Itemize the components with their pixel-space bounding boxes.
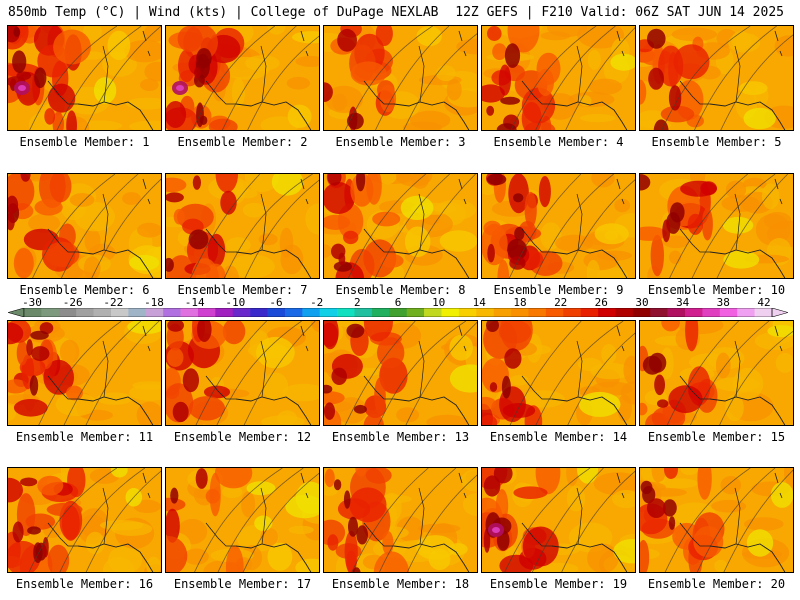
colorbar-tick: -10 <box>225 296 246 309</box>
colorbar-tick: -2 <box>310 296 324 309</box>
ensemble-member-map <box>639 25 794 131</box>
colorbar-tick: -18 <box>144 296 164 309</box>
ensemble-member-label: Ensemble Member: 19 <box>489 577 628 591</box>
ensemble-member-map <box>481 320 636 426</box>
colorbar-tick: 38 <box>716 296 730 309</box>
ensemble-member-map <box>165 320 320 426</box>
temperature-colorbar <box>8 308 788 317</box>
ensemble-member-map <box>323 467 478 573</box>
ensemble-member-label: Ensemble Member: 11 <box>15 430 154 444</box>
ensemble-member-map <box>639 173 794 279</box>
ensemble-member-label: Ensemble Member: 2 <box>177 135 308 149</box>
ensemble-member-map <box>323 320 478 426</box>
ensemble-member-map <box>165 467 320 573</box>
ensemble-member-map <box>481 173 636 279</box>
colorbar-tick: 34 <box>676 296 690 309</box>
ensemble-member-label: Ensemble Member: 20 <box>647 577 786 591</box>
ensemble-member-label: Ensemble Member: 10 <box>647 283 786 297</box>
run-valid-time: 12Z GEFS | F210 Valid: 06Z SAT JUN 14 20… <box>455 5 784 20</box>
ensemble-member-label: Ensemble Member: 15 <box>647 430 786 444</box>
colorbar-tick: 10 <box>432 296 446 309</box>
colorbar-tick: 42 <box>757 296 771 309</box>
ensemble-member-map <box>639 467 794 573</box>
ensemble-member-map <box>7 173 162 279</box>
ensemble-member-label: Ensemble Member: 18 <box>331 577 470 591</box>
ensemble-member-map <box>323 173 478 279</box>
ensemble-member-label: Ensemble Member: 16 <box>15 577 154 591</box>
ensemble-member-label: Ensemble Member: 7 <box>177 283 308 297</box>
colorbar-tick: 6 <box>394 296 402 309</box>
ensemble-member-label: Ensemble Member: 12 <box>173 430 312 444</box>
ensemble-member-label: Ensemble Member: 5 <box>651 135 782 149</box>
ensemble-member-map <box>481 25 636 131</box>
ensemble-member-label: Ensemble Member: 17 <box>173 577 312 591</box>
colorbar-tick: -22 <box>103 296 124 309</box>
ensemble-member-map <box>481 467 636 573</box>
ensemble-member-map <box>7 320 162 426</box>
ensemble-member-map <box>323 25 478 131</box>
ensemble-member-label: Ensemble Member: 4 <box>493 135 624 149</box>
colorbar-tick: -30 <box>22 296 42 309</box>
colorbar-tick: 26 <box>594 296 608 309</box>
ensemble-member-map <box>165 173 320 279</box>
colorbar-tick: 30 <box>635 296 649 309</box>
colorbar-tick: 2 <box>353 296 361 309</box>
ensemble-member-map <box>165 25 320 131</box>
ensemble-member-label: Ensemble Member: 6 <box>19 283 150 297</box>
ensemble-member-label: Ensemble Member: 9 <box>493 283 624 297</box>
colorbar-tick: 22 <box>554 296 568 309</box>
map-title: 850mb Temp (°C) | Wind (kts) | College o… <box>8 5 439 20</box>
colorbar-tick: -6 <box>269 296 283 309</box>
colorbar-tick: -26 <box>62 296 83 309</box>
ensemble-member-map <box>7 467 162 573</box>
ensemble-member-map <box>7 25 162 131</box>
ensemble-member-label: Ensemble Member: 8 <box>335 283 466 297</box>
colorbar-tick: 14 <box>472 296 486 309</box>
ensemble-member-map <box>639 320 794 426</box>
ensemble-member-label: Ensemble Member: 3 <box>335 135 466 149</box>
ensemble-member-label: Ensemble Member: 1 <box>19 135 150 149</box>
ensemble-member-label: Ensemble Member: 13 <box>331 430 470 444</box>
colorbar-tick: 18 <box>513 296 527 309</box>
colorbar-tick: -14 <box>184 296 205 309</box>
ensemble-member-label: Ensemble Member: 14 <box>489 430 628 444</box>
